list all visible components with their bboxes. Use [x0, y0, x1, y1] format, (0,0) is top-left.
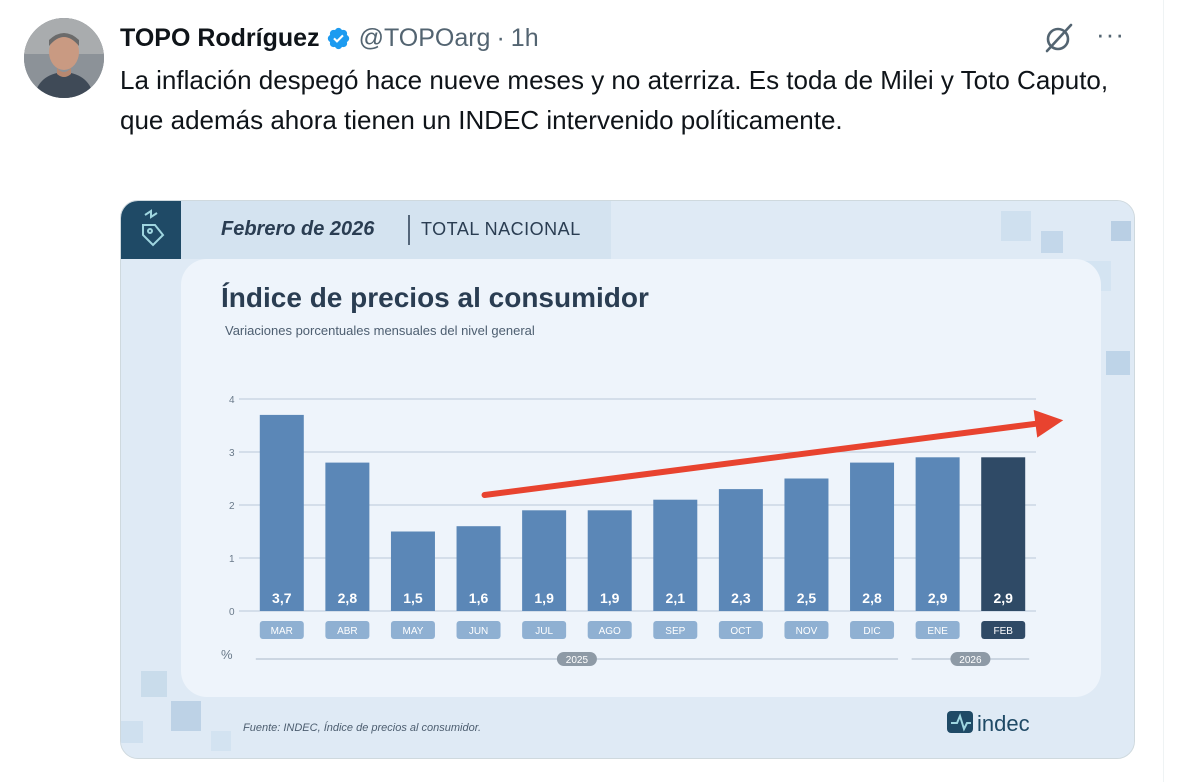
y-tick-label: 3 [229, 448, 235, 459]
value-label: 2,3 [731, 590, 751, 606]
infographic: Febrero de 2026 TOTAL NACIONAL Índice de… [121, 201, 1134, 758]
y-tick-label: 1 [229, 554, 235, 565]
value-label: 2,9 [993, 590, 1013, 606]
value-label: 1,9 [534, 590, 554, 606]
y-axis-ticks: 0 1 2 3 4 [229, 395, 235, 618]
category-chip [784, 621, 829, 639]
year-label: 2026 [959, 655, 982, 666]
category-chip [325, 621, 370, 639]
value-label: 2,8 [338, 590, 358, 606]
category-chip [587, 621, 632, 639]
value-label: 2,1 [666, 590, 686, 606]
source-note: Fuente: INDEC, Índice de precios al cons… [243, 721, 481, 734]
timeline-border [1163, 0, 1164, 782]
bar [653, 499, 698, 611]
timestamp[interactable]: 1h [510, 23, 539, 52]
category-label: MAY [402, 626, 423, 637]
indec-logo-text: indec [977, 711, 1030, 736]
bar [915, 457, 960, 611]
category-chip [259, 621, 304, 639]
value-label: 3,7 [272, 590, 292, 606]
bar [850, 462, 895, 611]
value-label: 2,9 [928, 590, 948, 606]
tweet-header: TOPO Rodríguez @TOPOarg · 1h [120, 20, 539, 56]
bar [390, 531, 435, 611]
value-label: 2,8 [862, 590, 882, 606]
tweet-text: La inflación despegó hace nueve meses y … [120, 65, 1109, 135]
avatar-photo [24, 18, 104, 98]
indec-logo: indec [947, 711, 1030, 736]
category-chip [456, 621, 501, 639]
category-chip [915, 621, 960, 639]
category-chip [981, 621, 1026, 639]
category-label: OCT [730, 626, 751, 637]
y-axis-unit: % [221, 647, 233, 662]
category-chip [653, 621, 698, 639]
category-label: NOV [796, 626, 818, 637]
bar [259, 414, 304, 611]
bar [718, 489, 763, 611]
scope-label: TOTAL NACIONAL [421, 219, 581, 239]
y-tick-label: 2 [229, 501, 235, 512]
chart-grid [239, 398, 1036, 612]
category-label: ENE [927, 626, 948, 637]
category-label: DIC [863, 626, 880, 637]
category-label: JUN [469, 626, 488, 637]
category-label: JUL [535, 626, 553, 637]
bar [325, 462, 370, 611]
bar [456, 526, 501, 611]
year-chip [556, 652, 597, 666]
chart-subtitle: Variaciones porcentuales mensuales del n… [225, 323, 535, 338]
category-label: MAR [271, 626, 293, 637]
grok-button[interactable] [1043, 22, 1075, 54]
value-label: 1,9 [600, 590, 620, 606]
bar [522, 510, 567, 611]
trend-arrow-head [1033, 409, 1064, 438]
category-chip [522, 621, 567, 639]
year-label: 2025 [566, 655, 589, 666]
bar [587, 510, 632, 611]
trend-arrow-shaft [481, 420, 1039, 498]
value-label: 1,6 [469, 590, 489, 606]
bar [981, 457, 1026, 611]
year-chip [950, 652, 991, 666]
category-label: AGO [599, 626, 621, 637]
verified-badge-icon [327, 27, 349, 49]
year-groups: 2025 2026 [255, 652, 1030, 666]
category-chip [718, 621, 763, 639]
grok-icon [1045, 23, 1073, 53]
category-chip [850, 621, 895, 639]
category-labels: MAR ABR MAY JUN JUL AGO SEP OCT NOV DIC ENE FEB [259, 621, 1026, 639]
tweet-media-image[interactable]: Febrero de 2026 TOTAL NACIONAL Índice de… [120, 200, 1135, 759]
bar [784, 478, 829, 611]
y-tick-label: 4 [229, 395, 235, 406]
separator-dot: · [496, 23, 505, 52]
chart-bars [259, 414, 1026, 611]
category-label: FEB [993, 626, 1013, 637]
trend-arrow [481, 409, 1064, 498]
more-options-icon[interactable]: ··· [1096, 19, 1125, 49]
y-tick-label: 0 [229, 607, 235, 618]
category-chip [390, 621, 435, 639]
category-label: SEP [665, 626, 685, 637]
value-label: 1,5 [403, 590, 423, 606]
category-label: ABR [337, 626, 358, 637]
value-labels: 3,7 2,8 1,5 1,6 1,9 1,9 2,1 2,3 2,5 2,8 2,9 2,9 [272, 590, 1013, 606]
author-handle[interactable]: @TOPOarg [358, 23, 491, 52]
date-label: Febrero de 2026 [221, 218, 375, 240]
chart-title: Índice de precios al consumidor [221, 282, 649, 313]
author-name[interactable]: TOPO Rodríguez [120, 23, 320, 52]
avatar[interactable] [24, 18, 104, 98]
value-label: 2,5 [797, 590, 817, 606]
price-tag-icon [142, 209, 165, 247]
